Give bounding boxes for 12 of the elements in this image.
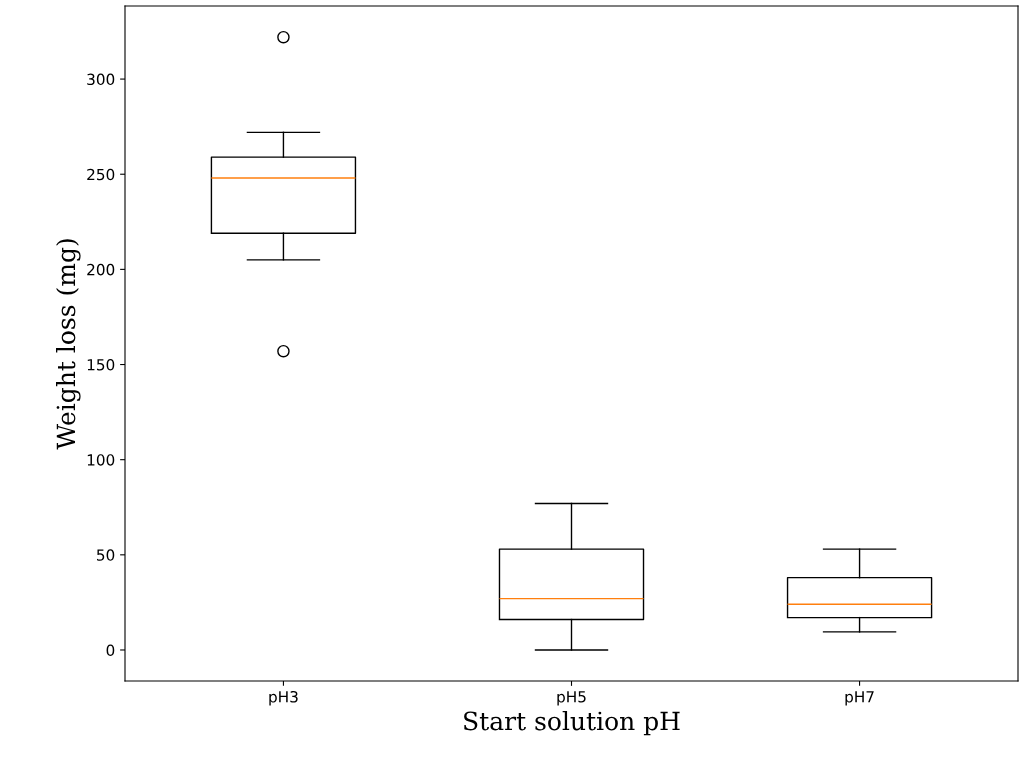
- y-tick-label: 150: [87, 358, 115, 371]
- y-tick-label: 200: [87, 263, 115, 276]
- y-tick-label: 250: [87, 168, 115, 181]
- y-tick-label: 300: [87, 73, 115, 86]
- x-axis-title: Start solution pH: [464, 711, 680, 736]
- y-tick-label: 100: [87, 454, 115, 466]
- y-tick-label: 0: [106, 644, 115, 656]
- x-tick-label: pH5: [557, 691, 586, 706]
- x-tick-label: pH3: [269, 690, 298, 706]
- y-tick-label: 50: [97, 549, 115, 561]
- x-tick-label: pH7: [845, 691, 874, 706]
- y-axis-title: Weight loss (mg): [56, 239, 81, 450]
